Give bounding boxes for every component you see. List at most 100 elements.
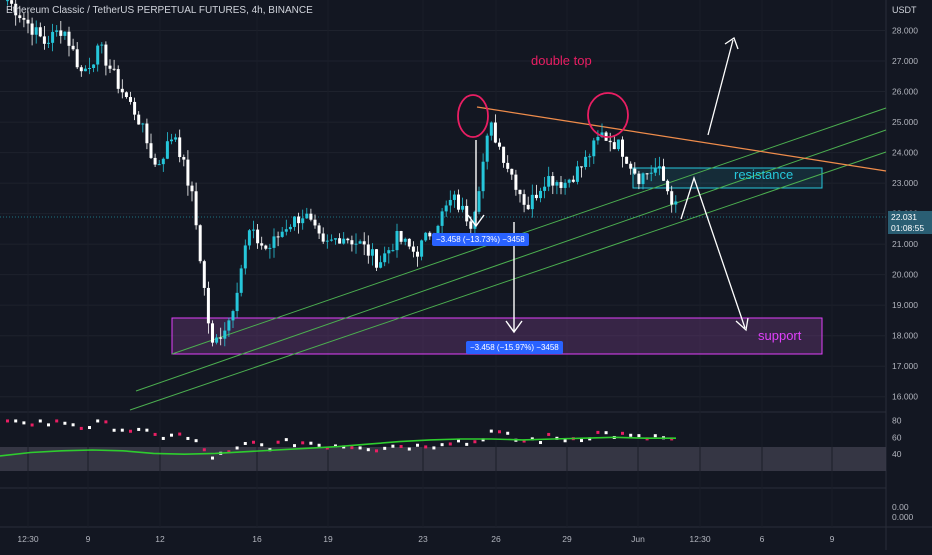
time-tick-label: Jun: [631, 534, 645, 544]
rsi-marker: [202, 448, 206, 452]
candle-body: [428, 232, 432, 237]
rsi-marker: [375, 449, 378, 453]
candle-body: [383, 253, 387, 263]
candle-body: [149, 143, 153, 158]
time-tick-label: 12:30: [17, 534, 39, 544]
candle-body: [420, 240, 424, 257]
rsi-marker: [137, 427, 141, 431]
candle-body: [399, 231, 403, 242]
candle-body: [297, 216, 301, 224]
candle-body: [616, 139, 620, 150]
candle-body: [584, 156, 588, 168]
candle-body: [206, 287, 210, 324]
resistance-label: resistance: [734, 167, 794, 182]
candle-body: [543, 186, 547, 191]
rsi-marker: [47, 423, 50, 427]
price-tick-label: 18.000: [892, 331, 918, 341]
rsi-marker: [252, 440, 255, 444]
candle-body: [547, 176, 551, 187]
candle-body: [124, 92, 128, 98]
candle-body: [534, 194, 538, 199]
candle-body: [366, 244, 370, 256]
rsi-marker: [211, 456, 214, 460]
channel-middle-line[interactable]: [135, 129, 887, 392]
candle-body: [260, 243, 264, 246]
candle-body: [621, 139, 624, 157]
rsi-marker: [301, 441, 305, 445]
candle-body: [112, 68, 116, 70]
candle-body: [165, 141, 169, 159]
candle-body: [588, 156, 592, 158]
candle-body: [10, 0, 14, 4]
candle-body: [444, 205, 448, 212]
candle-body: [329, 239, 333, 241]
candle-body: [633, 168, 637, 174]
rsi-marker: [473, 440, 477, 444]
price-tick-label: 19.000: [892, 300, 918, 310]
rsi-tick-label: 80: [892, 415, 902, 425]
candle-body: [403, 238, 407, 242]
rsi-marker: [22, 421, 26, 425]
candle-body: [252, 229, 255, 231]
rsi-marker: [30, 423, 34, 427]
candle-body: [653, 168, 657, 173]
candle-body: [473, 211, 477, 229]
rsi-marker: [104, 420, 108, 424]
time-tick-label: 12:30: [689, 534, 711, 544]
rsi-marker: [186, 436, 190, 440]
candle-body: [416, 251, 419, 257]
rsi-marker: [358, 446, 362, 450]
rsi-marker: [79, 426, 83, 430]
double-top-marker-left: [457, 94, 489, 138]
candle-body: [215, 337, 219, 343]
candle-body: [469, 221, 473, 229]
bearish-forecast-path: [680, 175, 746, 329]
rsi-marker: [325, 446, 329, 450]
resistance-zone[interactable]: [632, 167, 823, 189]
double-top-label: double top: [531, 53, 592, 68]
candle-body: [321, 233, 325, 242]
candle-body: [141, 123, 145, 125]
rsi-marker: [260, 443, 264, 447]
candle-body: [26, 19, 30, 24]
candle-body: [395, 231, 399, 251]
support-label: support: [758, 328, 802, 343]
candle-body: [448, 199, 452, 206]
candle-body: [178, 137, 182, 158]
price-tick-label: 26.000: [892, 87, 918, 97]
rsi-marker: [284, 438, 288, 442]
candle-body: [288, 226, 292, 230]
channel-upper-line[interactable]: [171, 107, 887, 355]
candle-body: [293, 216, 296, 227]
time-tick-label: 16: [252, 534, 262, 544]
rsi-marker: [489, 429, 493, 433]
candle-body: [30, 23, 34, 35]
candle-body: [120, 88, 124, 93]
rsi-marker: [432, 446, 436, 450]
candle-body: [551, 176, 555, 186]
rsi-band: [0, 447, 886, 471]
rsi-marker: [440, 443, 444, 447]
rsi-marker: [580, 439, 583, 443]
candle-body: [14, 3, 18, 16]
candle-body: [256, 229, 260, 244]
candle-body: [563, 182, 567, 188]
channel-lower-line[interactable]: [129, 151, 887, 411]
bullish-forecast-arrow: [707, 39, 734, 136]
candle-body: [108, 65, 112, 69]
candle-body: [674, 201, 678, 205]
candle-body: [354, 243, 358, 245]
rsi-marker: [621, 431, 624, 435]
rsi-marker: [457, 439, 460, 443]
candle-body: [133, 101, 137, 115]
candle-body: [6, 0, 9, 2]
descending-trendline[interactable]: [476, 106, 887, 172]
candle-body: [612, 142, 616, 150]
candle-body: [387, 250, 391, 254]
candle-body: [88, 68, 91, 70]
candle-countdown-tag: 01:08:55: [888, 222, 932, 234]
candle-body: [227, 320, 231, 331]
candle-body: [223, 330, 227, 339]
